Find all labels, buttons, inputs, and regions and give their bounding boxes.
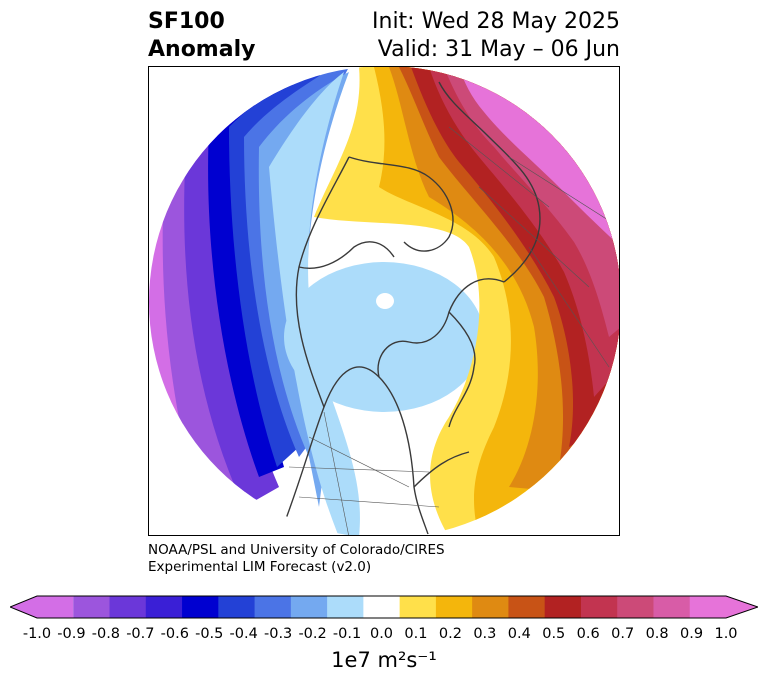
init-date: Init: Wed 28 May 2025: [372, 9, 620, 34]
colorbar-segment: [182, 596, 219, 618]
colorbar-tick-label: -0.8: [91, 626, 121, 642]
coastlines: [278, 81, 541, 535]
neg-arctic-blob: [284, 262, 484, 412]
colorbar-segment: [290, 596, 328, 618]
colorbar-segment: [109, 596, 147, 618]
colorbar-tick-label: 0.9: [680, 626, 704, 642]
colorbar-tick-label: -0.5: [195, 626, 224, 642]
colorbar-graphic: [8, 595, 760, 619]
colorbar-label: 1e7 m²s⁻¹: [331, 648, 437, 672]
colorbar-tick-label: 0.5: [542, 626, 566, 642]
neg-band-01: [269, 72, 360, 535]
colorbar-segment: [472, 596, 509, 618]
colorbar-tick-label: -0.2: [298, 626, 327, 642]
title-left: SF100 Anomaly: [148, 8, 255, 64]
colorbar-segment: [689, 596, 758, 618]
colorbar-segment: [544, 596, 582, 618]
colorbar-segment: [145, 596, 183, 618]
neg-arctic-hole: [376, 293, 394, 309]
title-type: Anomaly: [148, 37, 256, 62]
colorbar-tick-label: -0.4: [229, 626, 258, 642]
colorbar-segment: [508, 596, 546, 618]
colorbar-segment: [363, 596, 401, 618]
colorbar-tick-label: -0.9: [57, 626, 86, 642]
map-panel: [148, 66, 620, 536]
colorbar-tick-label: -0.6: [160, 626, 189, 642]
colorbar-tick-label: 0.0: [369, 626, 394, 642]
colorbar-segment: [73, 596, 111, 618]
colorbar-tick-label: 0.8: [645, 626, 669, 642]
valid-range: Valid: 31 May – 06 Jun: [377, 37, 620, 62]
colorbar-tick-label: 1.0: [714, 626, 738, 642]
colorbar-segment: [327, 596, 364, 618]
title-right: Init: Wed 28 May 2025 Valid: 31 May – 06…: [372, 8, 620, 64]
colorbar-tick-label: 0.7: [611, 626, 635, 642]
colorbar-segment: [254, 596, 292, 618]
colorbar-segment: [399, 596, 437, 618]
colorbar-tick-label: 0.4: [507, 626, 531, 642]
colorbar-tick-label: 0.1: [404, 626, 428, 642]
colorbar: [8, 590, 760, 624]
colorbar-segment: [435, 596, 473, 618]
colorbar-ticks: -1.0 -0.9 -0.8 -0.7 -0.6 -0.5 -0.4 -0.3 -0.2 -0.1…: [0, 626, 768, 646]
colorbar-segment: [653, 596, 691, 618]
colorbar-tick-label: 0.3: [473, 626, 497, 642]
credit-line-2: Experimental LIM Forecast (v2.0): [148, 559, 372, 575]
colorbar-segment: [218, 596, 256, 618]
colorbar-segment: [10, 596, 74, 618]
colorbar-tick-label: -1.0: [22, 626, 52, 642]
colorbar-tick-label: -0.3: [263, 626, 293, 642]
colorbar-tick-label: 0.2: [438, 626, 462, 642]
colorbar-segment: [580, 596, 618, 618]
colorbar-tick-label: 0.6: [576, 626, 600, 642]
title-variable: SF100: [148, 9, 225, 34]
colorbar-segment: [617, 596, 654, 618]
borders: [288, 126, 619, 535]
colorbar-tick-label: -0.7: [126, 626, 155, 642]
colorbar-tick-label: -0.1: [332, 626, 362, 642]
anomaly-map: [149, 67, 619, 535]
credit-text: NOAA/PSL and University of Colorado/CIRE…: [148, 542, 445, 576]
credit-line-1: NOAA/PSL and University of Colorado/CIRE…: [148, 542, 445, 558]
